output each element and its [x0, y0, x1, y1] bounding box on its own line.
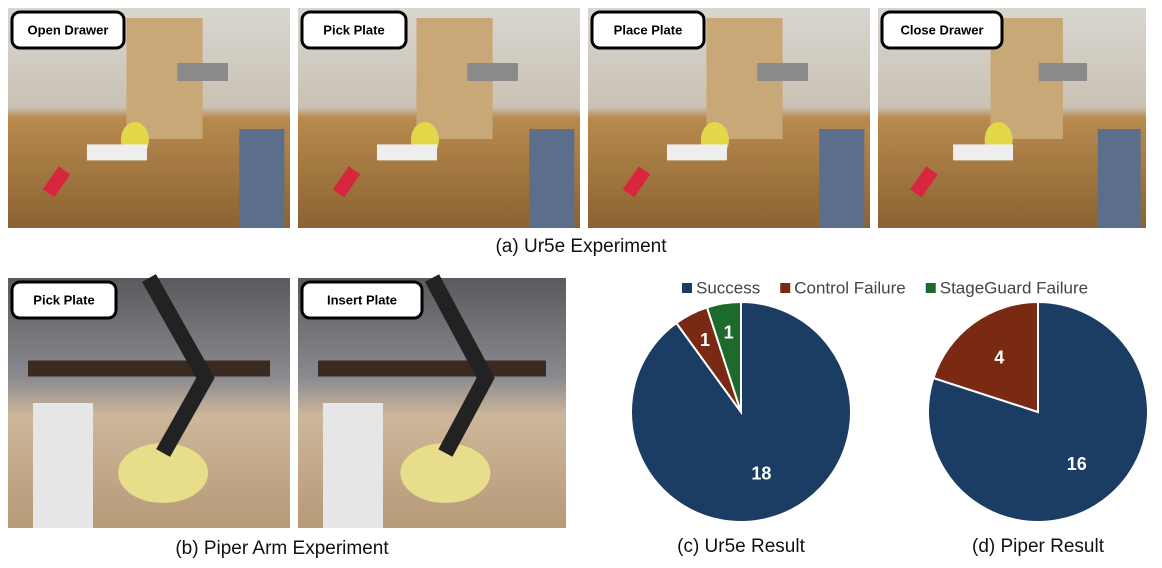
rack: [953, 144, 1014, 161]
drawer: [177, 63, 228, 81]
plate: [118, 443, 209, 503]
chart-title: (d) Piper Result: [972, 536, 1105, 557]
label-box: [10, 280, 118, 320]
bar-clamp: [28, 360, 270, 377]
label-box: [300, 10, 408, 50]
legend-marker: [925, 283, 936, 293]
pie-slice: [932, 300, 1039, 414]
drawer: [757, 63, 808, 81]
rack: [33, 403, 93, 528]
robot: [819, 129, 865, 228]
photo-label: Insert Plate: [327, 292, 397, 307]
pie-slice: [705, 300, 742, 413]
photo-label: Pick Plate: [323, 22, 384, 37]
robot: [529, 129, 575, 228]
rack: [86, 144, 147, 161]
label-box: [10, 10, 126, 50]
can: [42, 166, 71, 198]
photo-label: Pick Plate: [33, 292, 94, 307]
drawer: [467, 63, 518, 81]
robot: [1097, 129, 1141, 228]
can: [910, 166, 938, 198]
bar-clamp: [318, 360, 546, 377]
label-box: [300, 280, 424, 320]
rack: [323, 403, 383, 528]
value-label: 1: [700, 330, 710, 350]
rack: [376, 144, 437, 161]
legend-label: StageGuard Failure: [940, 278, 1088, 297]
caption: (a) Ur5e Experiment: [495, 236, 667, 257]
can: [332, 166, 361, 198]
drawer: [1038, 63, 1088, 81]
photo-label: Place Plate: [614, 22, 683, 37]
value-label: 16: [1067, 454, 1087, 474]
label-box: [590, 10, 706, 50]
legend-marker: [780, 283, 791, 293]
arm: [142, 274, 215, 457]
label-box: [880, 10, 1004, 50]
arm: [424, 274, 495, 457]
caption: (b) Piper Arm Experiment: [175, 538, 389, 559]
rack: [666, 144, 727, 161]
legend-marker: [682, 283, 692, 293]
legend-label: Success: [696, 278, 760, 297]
can: [622, 166, 651, 198]
chart-title: (c) Ur5e Result: [677, 536, 805, 557]
value-label: 18: [751, 464, 771, 484]
robot: [239, 129, 285, 228]
photo-label: Open Drawer: [28, 22, 109, 37]
plate: [400, 443, 491, 503]
photo-label: Close Drawer: [900, 22, 983, 37]
value-label: 1: [724, 323, 734, 343]
legend-label: Control Failure: [794, 278, 906, 297]
value-label: 4: [994, 347, 1004, 367]
